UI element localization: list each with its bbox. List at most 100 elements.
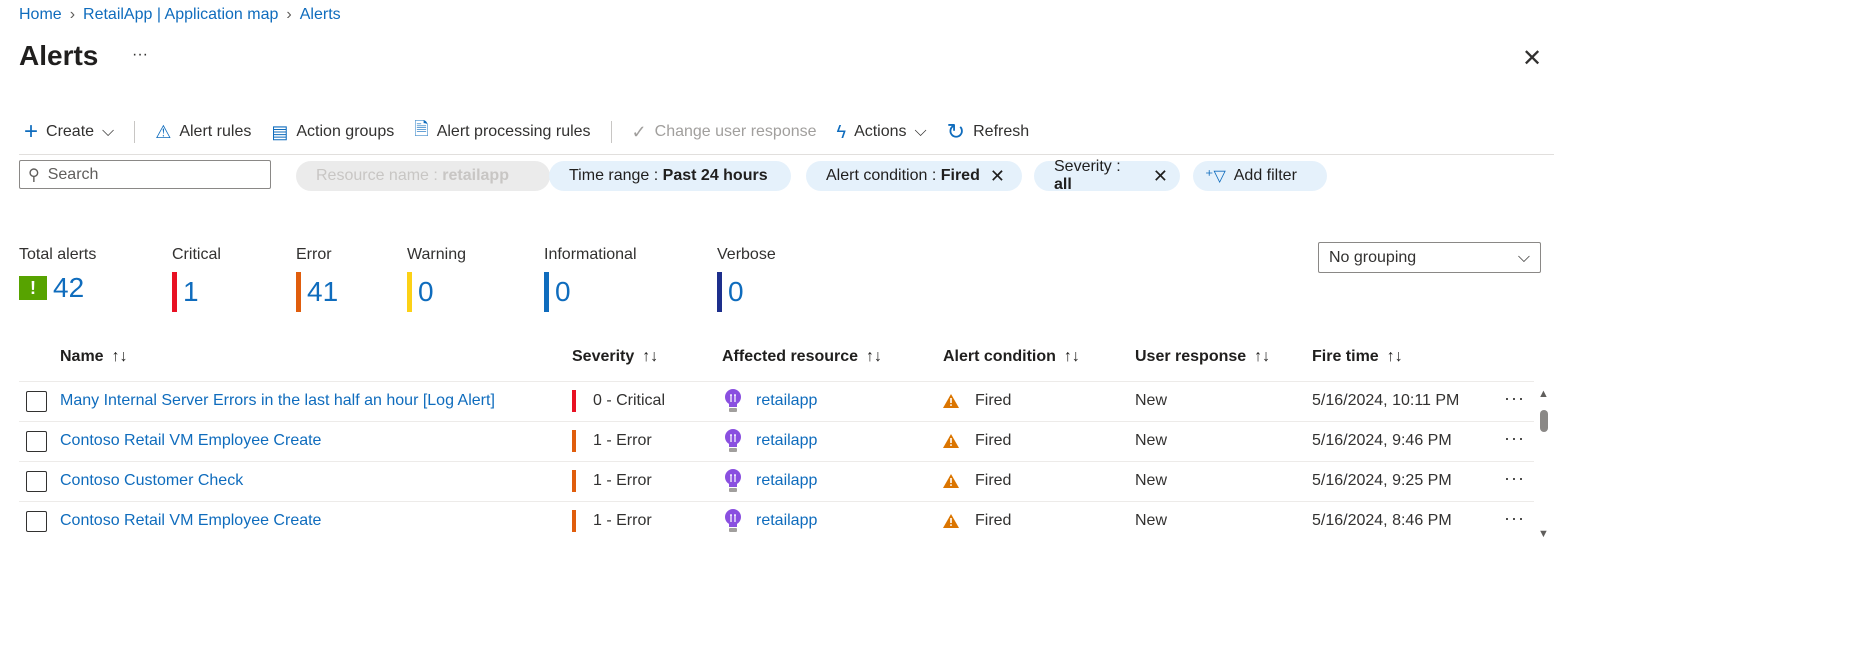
summary-value: 0 <box>555 276 571 307</box>
summary-label: Error <box>296 246 332 263</box>
actions-label: Actions <box>854 123 907 140</box>
summary-count-critical[interactable]: 1 <box>172 272 199 312</box>
resource-link[interactable]: retailapp <box>756 512 818 529</box>
column-header-user-response[interactable]: User response ↑↓ <box>1135 348 1270 366</box>
change-user-response-button[interactable]: ✓ Change user response <box>632 122 817 143</box>
header-label: Affected resource <box>722 348 859 365</box>
chevron-down-icon: ⌵ <box>914 123 927 140</box>
breadcrumb-alerts[interactable]: Alerts <box>299 6 341 23</box>
more-actions-icon[interactable]: ··· <box>1504 388 1525 408</box>
filter-resource-name: Resource name : retailapp <box>296 161 550 191</box>
page-title: Alerts <box>19 40 99 71</box>
scrollbar-thumb[interactable] <box>1540 410 1548 432</box>
summary-label: Critical <box>172 246 221 263</box>
breadcrumb-home[interactable]: Home <box>19 6 62 23</box>
summary-count-informational[interactable]: 0 <box>544 272 571 312</box>
resource-link[interactable]: retailapp <box>756 472 818 489</box>
breadcrumb-app-map[interactable]: RetailApp | Application map <box>83 6 279 23</box>
scroll-up-icon[interactable]: ▲ <box>1538 388 1549 400</box>
filter-severity[interactable]: Severity : all ✕ <box>1034 158 1180 194</box>
severity-bar <box>407 272 412 312</box>
sort-icon[interactable]: ↑↓ <box>1063 348 1080 365</box>
filter-text: Resource name : retailapp <box>316 167 509 185</box>
filter-text: Severity : all <box>1054 158 1143 194</box>
sort-icon[interactable]: ↑↓ <box>866 348 883 365</box>
summary-count-total-alerts[interactable]: ! 42 <box>19 272 84 304</box>
search-input[interactable]: ⚲ Search <box>19 160 271 189</box>
table-row[interactable]: Contoso Retail VM Employee Create 1 - Err… <box>19 421 1534 461</box>
column-header-fire-time[interactable]: Fire time ↑↓ <box>1312 348 1403 366</box>
scroll-down-icon[interactable]: ▼ <box>1538 528 1549 540</box>
filter-alert-condition[interactable]: Alert condition : Fired ✕ <box>806 161 1022 191</box>
sort-icon[interactable]: ↑↓ <box>1386 348 1403 365</box>
checkmark-icon: ✓ <box>631 121 647 142</box>
warning-icon <box>943 514 959 533</box>
alert-rules-button[interactable]: ⚠ Alert rules <box>155 122 251 143</box>
sort-icon[interactable]: ↑↓ <box>111 348 128 365</box>
alert-name-link[interactable]: Contoso Customer Check <box>60 472 244 489</box>
table-row[interactable]: Many Internal Server Errors in the last … <box>19 381 1534 421</box>
create-button[interactable]: + Create ⌵ <box>24 118 114 146</box>
row-checkbox[interactable] <box>26 471 47 492</box>
alert-name-link[interactable]: Many Internal Server Errors in the last … <box>60 392 495 409</box>
severity-value: 1 - Error <box>593 512 652 529</box>
more-actions-icon[interactable]: ··· <box>1504 468 1525 488</box>
more-actions-icon[interactable]: ··· <box>1504 428 1525 448</box>
severity-bar <box>572 470 576 492</box>
filter-label: Severity : <box>1054 158 1121 175</box>
close-icon[interactable]: ✕ <box>989 165 1005 186</box>
chevron-right-icon: › <box>286 6 292 23</box>
add-filter-button[interactable]: ⁺▽ Add filter <box>1193 161 1327 191</box>
summary-value: 0 <box>418 276 434 307</box>
actions-button[interactable]: ϟ Actions ⌵ <box>837 122 927 143</box>
fire-time-value: 5/16/2024, 8:46 PM <box>1312 512 1452 529</box>
breadcrumb: Home › RetailApp | Application map › Alerts <box>19 6 341 24</box>
grouping-dropdown[interactable]: No grouping ⌵ <box>1318 242 1541 273</box>
sort-icon[interactable]: ↑↓ <box>1254 348 1271 365</box>
column-header-name[interactable]: Name ↑↓ <box>60 348 128 366</box>
alert-rule-icon: ⚠ <box>155 121 172 142</box>
close-button[interactable]: ✕ <box>1522 45 1543 72</box>
summary-label: Total alerts <box>19 246 97 263</box>
severity-bar <box>172 272 177 312</box>
search-icon: ⚲ <box>28 166 40 184</box>
summary-count-verbose[interactable]: 0 <box>717 272 744 312</box>
fire-time-value: 5/16/2024, 9:46 PM <box>1312 432 1452 449</box>
row-checkbox[interactable] <box>26 391 47 412</box>
column-header-severity[interactable]: Severity ↑↓ <box>572 348 658 366</box>
severity-bar <box>717 272 722 312</box>
column-header-alert-condition[interactable]: Alert condition ↑↓ <box>943 348 1080 366</box>
table-row[interactable]: Contoso Retail VM Employee Create 1 - Err… <box>19 501 1534 541</box>
more-actions-icon[interactable]: ··· <box>1504 508 1525 528</box>
summary-count-error[interactable]: 41 <box>296 272 338 312</box>
alert-condition-value: Fired <box>975 432 1012 449</box>
severity-bar <box>572 430 576 452</box>
close-icon[interactable]: ✕ <box>1152 165 1168 186</box>
divider <box>19 154 1554 155</box>
user-response-value: New <box>1135 432 1168 449</box>
resource-link[interactable]: retailapp <box>756 432 818 449</box>
row-checkbox[interactable] <box>26 511 47 532</box>
summary-count-warning[interactable]: 0 <box>407 272 434 312</box>
add-filter-icon: ⁺▽ <box>1205 168 1226 185</box>
alert-processing-rules-button[interactable]: 🗎 Alert processing rules <box>414 117 590 147</box>
refresh-label: Refresh <box>973 123 1030 140</box>
column-header-affected-resource[interactable]: Affected resource ↑↓ <box>722 348 882 366</box>
alert-name-link[interactable]: Contoso Retail VM Employee Create <box>60 512 322 529</box>
more-options-button[interactable]: ··· <box>132 46 148 63</box>
alert-name-link[interactable]: Contoso Retail VM Employee Create <box>60 432 322 449</box>
change-user-response-label: Change user response <box>654 123 817 140</box>
user-response-value: New <box>1135 392 1168 409</box>
scrollbar[interactable]: ▲ ▼ <box>1537 388 1551 540</box>
filter-value: all <box>1054 176 1072 193</box>
table-row[interactable]: Contoso Customer Check 1 - Error retailapp… <box>19 461 1534 501</box>
resource-link[interactable]: retailapp <box>756 392 818 409</box>
row-checkbox[interactable] <box>26 431 47 452</box>
action-groups-button[interactable]: ▤ Action groups <box>271 122 394 143</box>
sort-icon[interactable]: ↑↓ <box>642 348 659 365</box>
chevron-down-icon: ⌵ <box>1517 248 1530 266</box>
filter-time-range[interactable]: Time range : Past 24 hours <box>549 161 791 191</box>
filter-label: Resource name : <box>316 167 443 184</box>
refresh-button[interactable]: ↻ Refresh <box>947 119 1029 145</box>
alert-rules-label: Alert rules <box>179 123 252 140</box>
